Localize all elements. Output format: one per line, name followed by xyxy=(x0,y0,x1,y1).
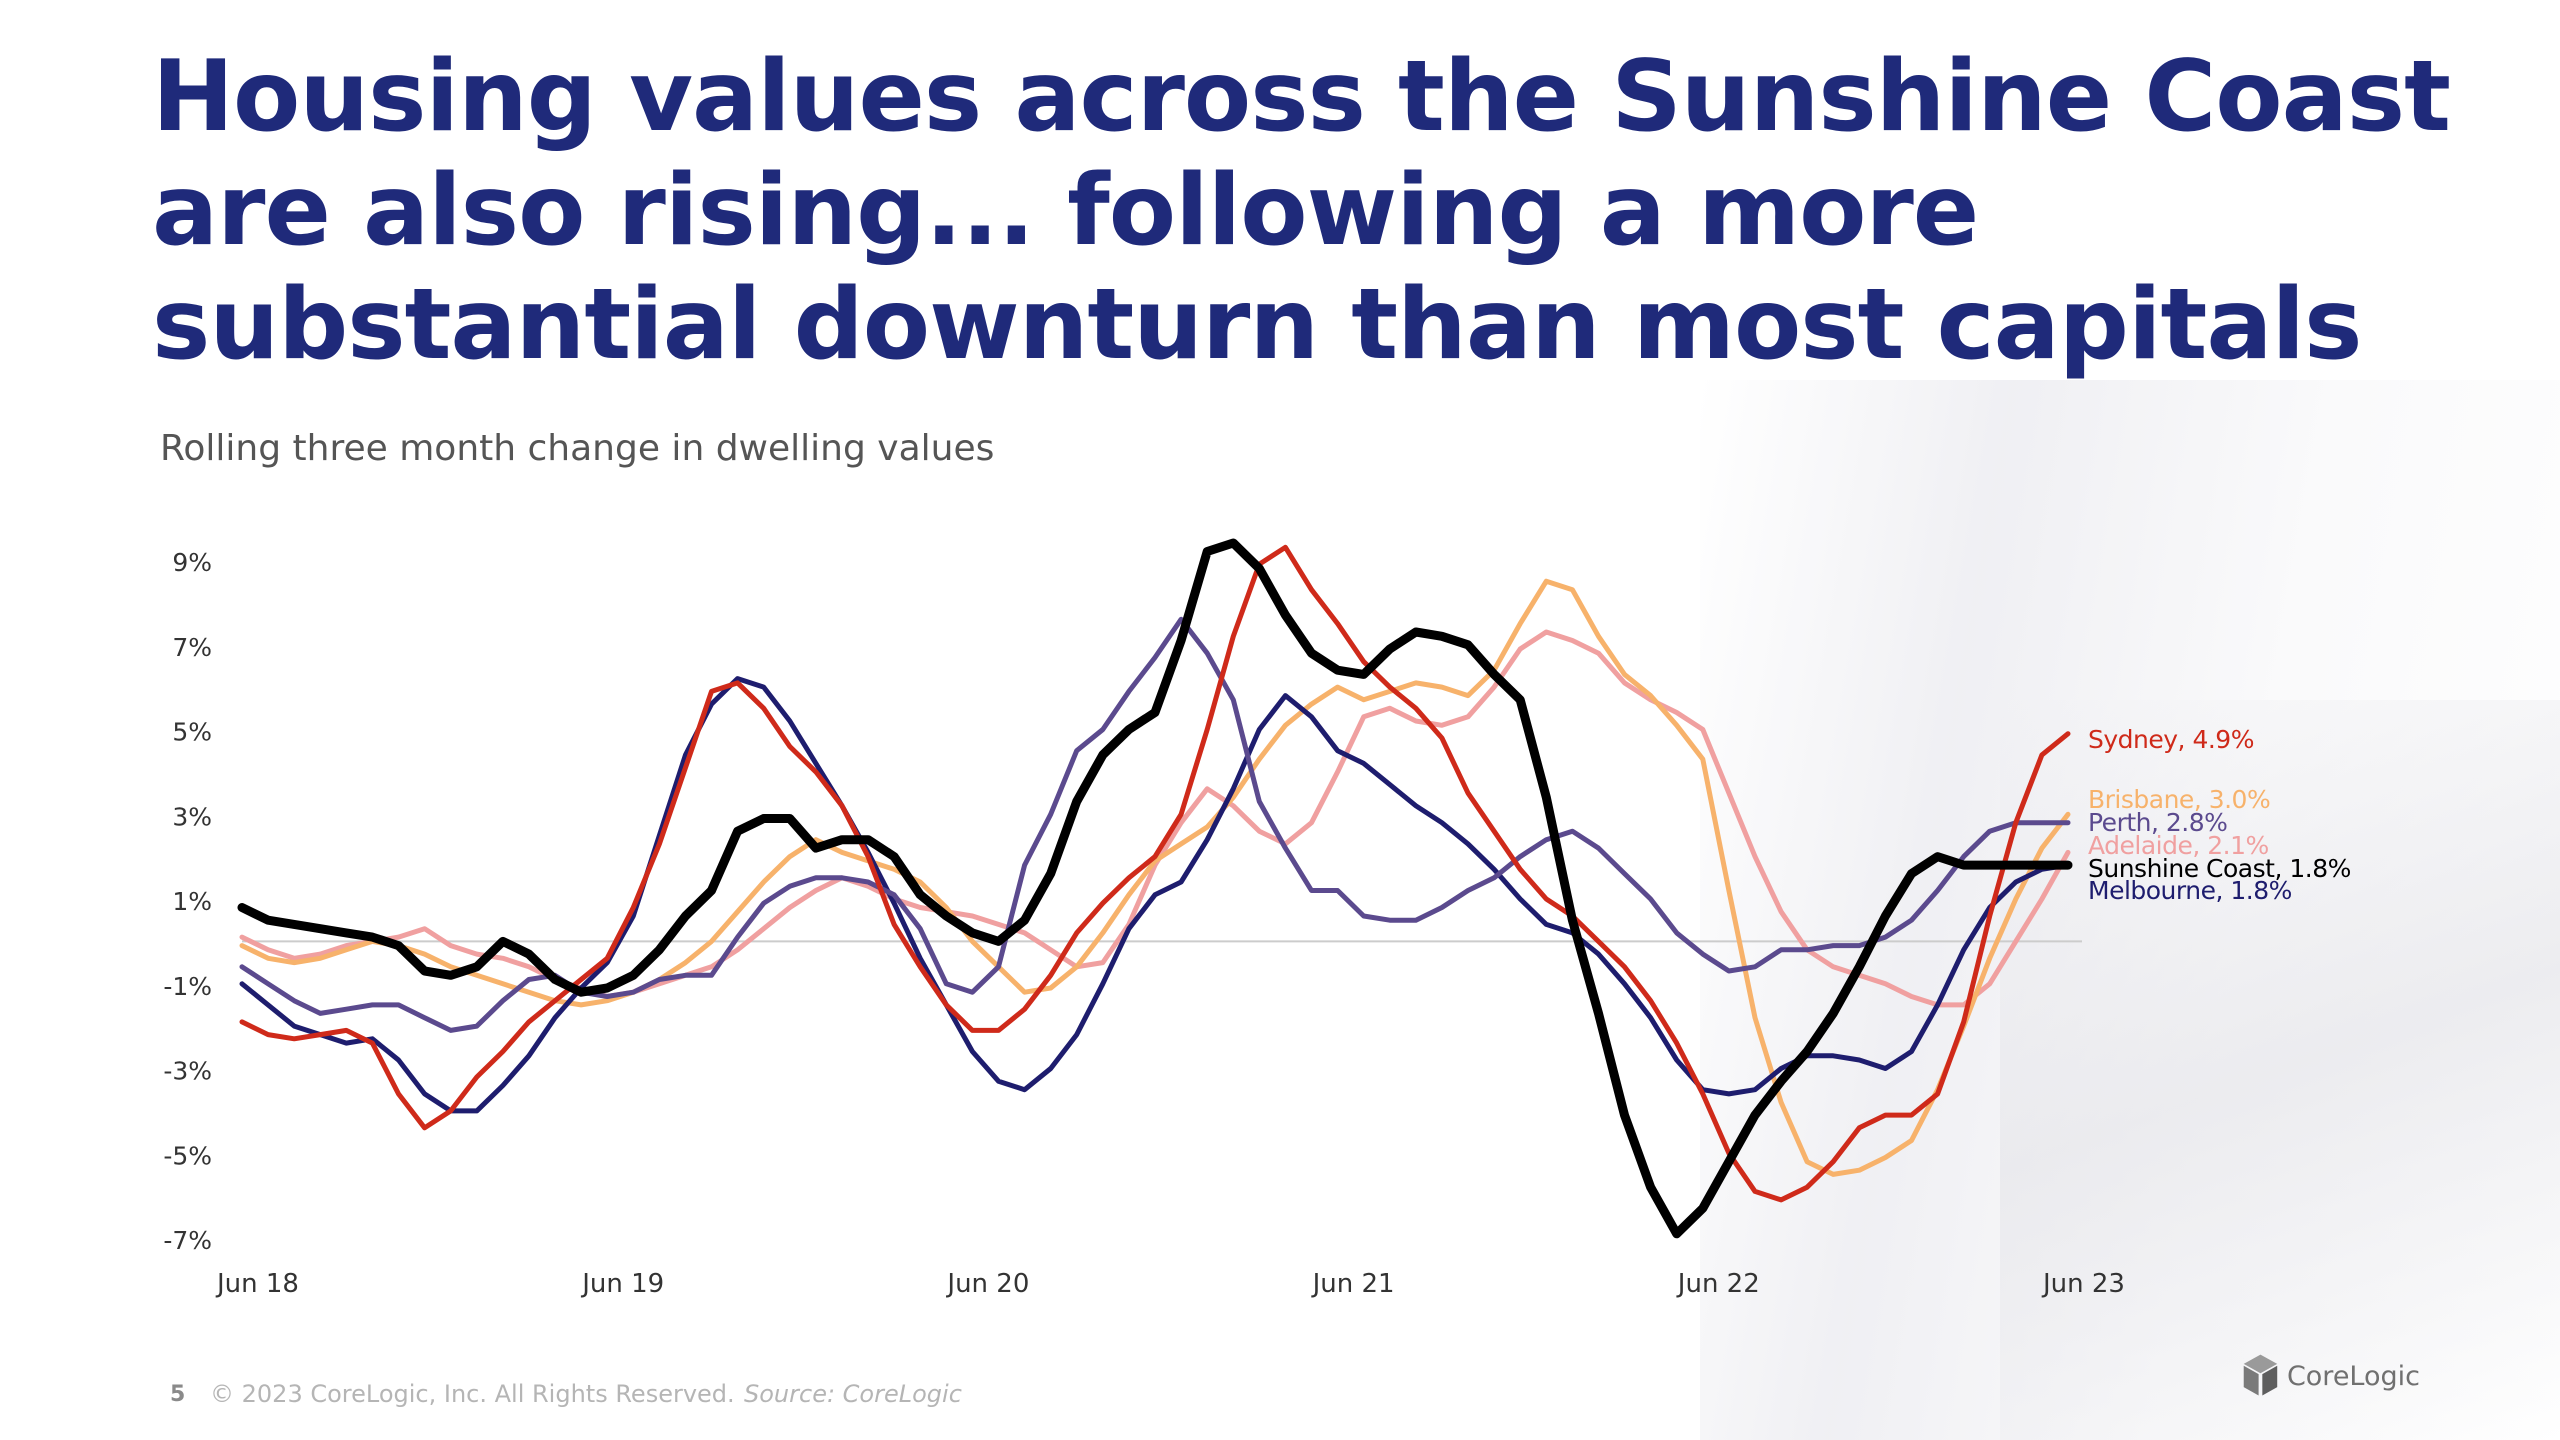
series-label-perth: Perth, 2.8% xyxy=(2088,808,2227,837)
y-tick-label: 3% xyxy=(172,802,212,831)
series-label-brisbane: Brisbane, 3.0% xyxy=(2088,785,2270,814)
y-tick-label: -1% xyxy=(163,972,212,1001)
page-number: 5 xyxy=(170,1382,186,1407)
x-tick-label: Jun 21 xyxy=(1311,1269,1395,1299)
source-note: Source: CoreLogic xyxy=(744,1380,962,1408)
y-tick-label: 7% xyxy=(172,633,212,662)
series-line-perth xyxy=(239,616,2071,1033)
y-axis-ticks: 9% 7% 5% 3% 1% -1% -3% -5% -7% xyxy=(163,548,212,1255)
series-label-melbourne: Melbourne, 1.8% xyxy=(2088,876,2292,905)
y-tick-label: -7% xyxy=(163,1226,212,1255)
copyright-notice: © 2023 CoreLogic, Inc. All Rights Reserv… xyxy=(210,1380,735,1408)
slide-headline: Housing values across the Sunshine Coast… xyxy=(152,40,2451,382)
series-end-labels: Sydney, 4.9% Brisbane, 3.0%Perth, 2.8%Ade… xyxy=(2088,725,2351,905)
series-line-sydney xyxy=(239,544,2071,1203)
x-axis-ticks: Jun 18 Jun 19 Jun 20 Jun 21 Jun 22 Jun 23 xyxy=(215,1269,2125,1299)
series-lines xyxy=(237,538,2073,1239)
y-tick-label: 1% xyxy=(172,887,212,916)
series-label-adelaide: Adelaide, 2.1% xyxy=(2088,831,2269,860)
x-tick-label: Jun 19 xyxy=(580,1269,664,1299)
y-tick-label: -3% xyxy=(163,1057,212,1086)
series-line-sunshine-coast xyxy=(237,538,2073,1239)
series-label-sunshine-coast: Sunshine Coast, 1.8% xyxy=(2088,854,2351,883)
y-tick-label: -5% xyxy=(163,1141,212,1170)
series-label-sydney: Sydney, 4.9% xyxy=(2088,725,2254,754)
y-tick-label: 5% xyxy=(172,718,212,747)
x-tick-label: Jun 22 xyxy=(1676,1269,1760,1299)
background-shade-lower xyxy=(2000,700,2560,1440)
series-line-brisbane xyxy=(239,578,2071,1177)
y-tick-label: 9% xyxy=(172,548,212,577)
corelogic-logo: CoreLogic xyxy=(2240,1348,2420,1404)
series-line-melbourne xyxy=(239,676,2071,1114)
x-tick-label: Jun 20 xyxy=(945,1269,1029,1299)
chart-subtitle: Rolling three month change in dwelling v… xyxy=(160,428,995,469)
x-tick-label: Jun 18 xyxy=(215,1269,299,1299)
corelogic-cube-icon xyxy=(2243,1354,2278,1396)
x-tick-label: Jun 23 xyxy=(2041,1269,2125,1299)
logo-text: CoreLogic xyxy=(2286,1360,2420,1392)
